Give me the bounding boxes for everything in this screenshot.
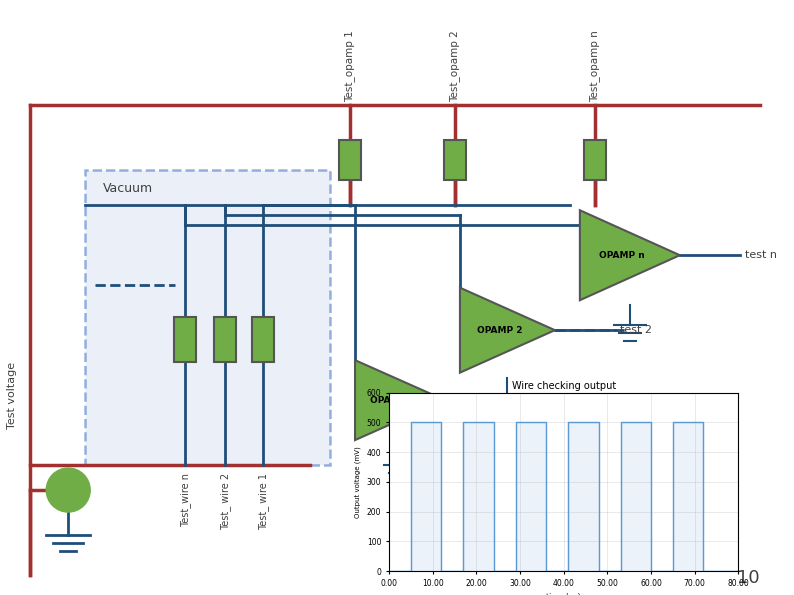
- Bar: [339, 140, 361, 180]
- Text: OPAMP n: OPAMP n: [599, 250, 645, 259]
- Text: test n: test n: [745, 250, 777, 260]
- Text: Test_opamp n: Test_opamp n: [589, 30, 600, 102]
- Bar: [444, 140, 466, 180]
- Polygon shape: [460, 288, 555, 372]
- Polygon shape: [580, 210, 680, 300]
- Bar: [584, 140, 606, 180]
- FancyBboxPatch shape: [85, 170, 330, 465]
- Circle shape: [46, 468, 91, 512]
- Text: Test_opamp 1: Test_opamp 1: [345, 30, 356, 102]
- Text: Test voltage: Test voltage: [7, 362, 17, 428]
- X-axis label: time (μs): time (μs): [546, 593, 581, 595]
- Text: OPAMP 2: OPAMP 2: [477, 325, 522, 334]
- Polygon shape: [355, 360, 445, 440]
- Y-axis label: Output voltage (mV): Output voltage (mV): [355, 446, 361, 518]
- Text: Test_ wire 1: Test_ wire 1: [257, 473, 268, 530]
- Text: Test_wire n: Test_wire n: [179, 473, 191, 527]
- Text: test 1: test 1: [510, 395, 542, 405]
- Text: Test_ wire 2: Test_ wire 2: [220, 473, 230, 530]
- Text: Test_opamp 2: Test_opamp 2: [449, 30, 461, 102]
- Text: test 2: test 2: [620, 325, 652, 335]
- Text: Vacuum: Vacuum: [103, 182, 153, 195]
- Text: 10: 10: [737, 569, 760, 587]
- Bar: [214, 317, 236, 362]
- Bar: [174, 317, 196, 362]
- Bar: [252, 317, 274, 362]
- Title: Wire checking output: Wire checking output: [511, 381, 616, 390]
- Text: OPAMP 1: OPAMP 1: [370, 396, 415, 405]
- Text: Front-End Wire Checking: Front-End Wire Checking: [139, 23, 655, 57]
